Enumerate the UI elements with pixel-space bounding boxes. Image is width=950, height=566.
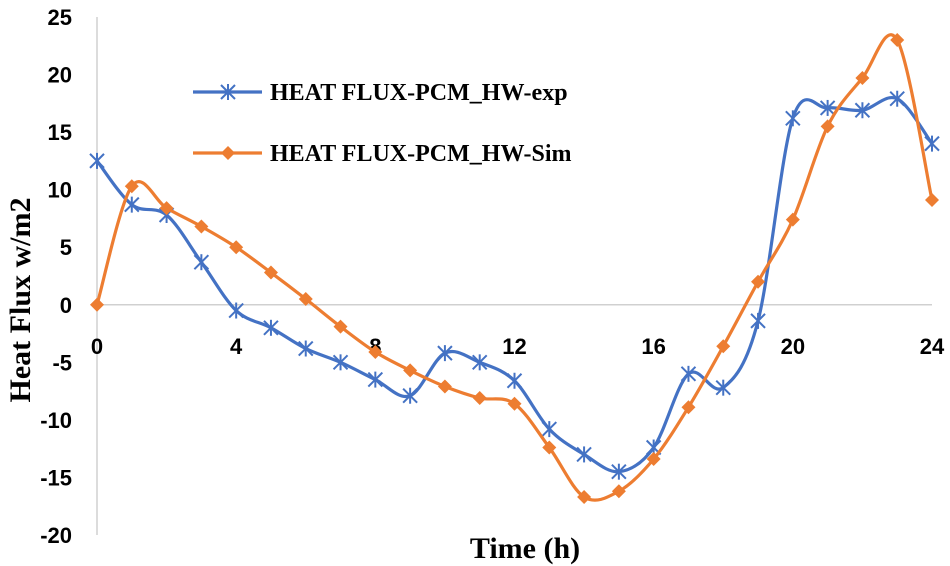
- y-tick-label: -20: [40, 523, 72, 548]
- data-point: [506, 372, 523, 389]
- data-point: [403, 363, 418, 378]
- data-point: [472, 391, 487, 406]
- y-tick-label: -15: [40, 465, 72, 490]
- data-point: [680, 365, 697, 382]
- y-tick-label: 15: [48, 120, 72, 145]
- legend-marker: [221, 146, 235, 160]
- x-tick-label: 0: [91, 334, 103, 359]
- series-line: [95, 33, 934, 502]
- data-point: [820, 119, 835, 134]
- data-point: [368, 344, 383, 359]
- y-tick-label: -10: [40, 408, 72, 433]
- x-tick-label: 24: [920, 334, 945, 359]
- data-point: [716, 339, 731, 354]
- legend-marker: [220, 84, 236, 100]
- data-point: [367, 371, 384, 388]
- data-point: [715, 379, 731, 396]
- x-tick-label: 4: [230, 334, 243, 359]
- data-point: [541, 421, 557, 438]
- data-point: [750, 312, 766, 329]
- data-point: [193, 254, 210, 271]
- data-point: [925, 193, 939, 208]
- y-tick-label: 25: [48, 5, 72, 30]
- series-2: [90, 33, 939, 505]
- data-point: [785, 212, 800, 227]
- data-point: [854, 102, 871, 119]
- x-tick-label: 16: [641, 334, 665, 359]
- legend-label: HEAT FLUX-PCM_HW-Sim: [270, 141, 572, 167]
- data-point: [507, 396, 522, 411]
- data-point: [855, 71, 870, 86]
- data-point: [298, 340, 314, 357]
- data-point: [437, 345, 453, 362]
- data-point: [263, 319, 279, 336]
- y-axis-title: Heat Flux w/m2: [4, 198, 37, 403]
- data-point: [159, 201, 174, 216]
- data-point: [542, 440, 557, 455]
- data-point: [229, 240, 244, 255]
- y-tick-label: -5: [52, 350, 72, 375]
- data-point: [90, 297, 104, 312]
- legend: HEAT FLUX-PCM_HW-exp HEAT FLUX-PCM_HW-Sim: [193, 80, 572, 167]
- y-tick-labels: 25 20 15 10 5 0 -5 -10 -15 -20: [40, 5, 72, 548]
- y-tick-label: 10: [48, 178, 72, 203]
- data-point: [890, 33, 905, 48]
- data-point: [298, 292, 313, 307]
- legend-item: HEAT FLUX-PCM_HW-Sim: [193, 141, 572, 167]
- data-point: [263, 265, 278, 280]
- data-point: [228, 302, 244, 319]
- data-point: [785, 110, 801, 127]
- data-point: [889, 90, 905, 107]
- x-axis-title: Time (h): [470, 532, 580, 565]
- data-point: [89, 152, 105, 169]
- legend-item: HEAT FLUX-PCM_HW-exp: [193, 80, 568, 106]
- data-point: [611, 484, 626, 499]
- data-point: [472, 354, 488, 371]
- x-tick-label: 20: [781, 334, 805, 359]
- data-point: [124, 179, 139, 194]
- data-point: [681, 400, 696, 415]
- data-point: [646, 452, 661, 467]
- data-point: [402, 387, 418, 404]
- data-point: [333, 319, 348, 334]
- x-tick-label: 12: [502, 334, 526, 359]
- x-tick-labels: 04812162024: [91, 334, 945, 359]
- data-point: [332, 354, 349, 371]
- data-point: [437, 379, 452, 394]
- data-point: [577, 490, 592, 505]
- y-tick-label: 0: [60, 293, 72, 318]
- data-point: [751, 274, 766, 289]
- data-point: [194, 219, 209, 234]
- y-tick-label: 5: [60, 235, 72, 260]
- data-point: [611, 463, 627, 480]
- series-layer: [89, 33, 940, 505]
- data-point: [924, 135, 940, 152]
- y-tick-label: 20: [48, 63, 72, 88]
- legend-label: HEAT FLUX-PCM_HW-exp: [270, 80, 568, 106]
- data-point: [819, 99, 836, 116]
- data-point: [576, 446, 592, 463]
